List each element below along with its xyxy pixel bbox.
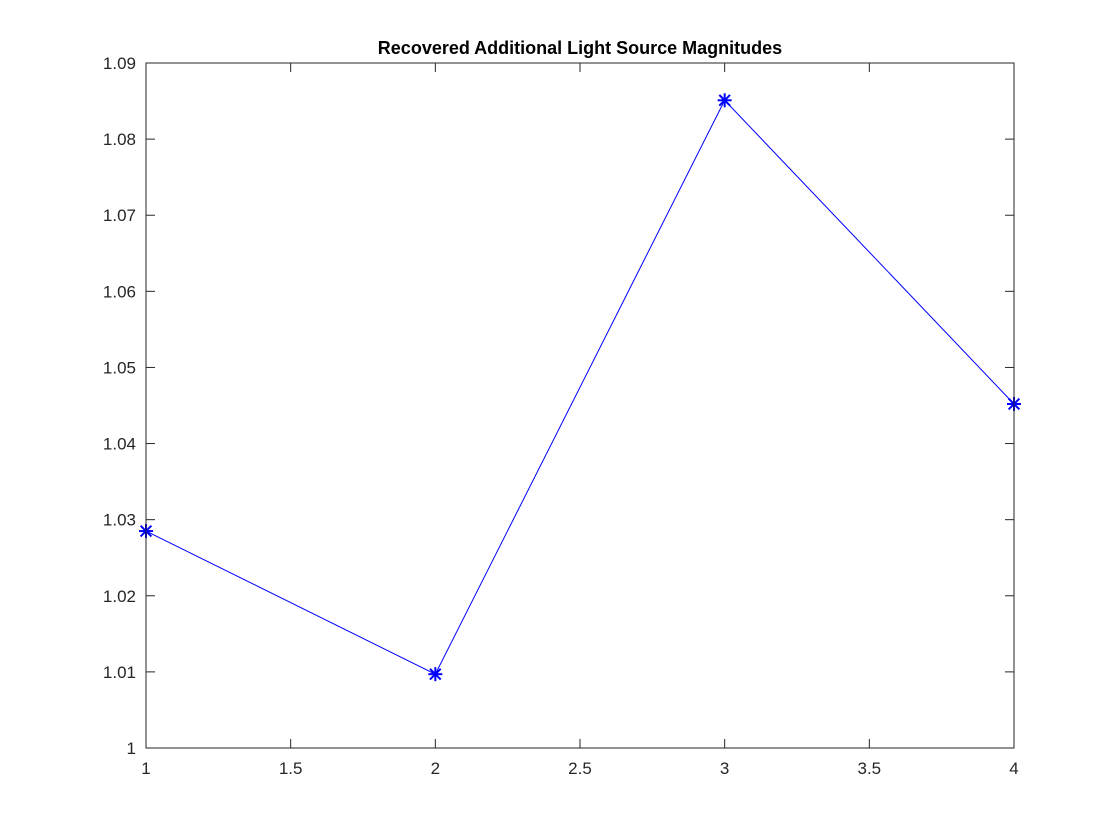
- x-tick-label: 1: [141, 759, 150, 778]
- x-tick-label: 2: [431, 759, 440, 778]
- x-tick-label: 4: [1009, 759, 1018, 778]
- y-tick-label: 1.09: [103, 54, 136, 73]
- y-tick-label: 1.07: [103, 206, 136, 225]
- chart-title: Recovered Additional Light Source Magnit…: [378, 38, 782, 58]
- marker-stroke: [718, 94, 731, 107]
- y-tick-label: 1.03: [103, 511, 136, 530]
- y-tick-label: 1.04: [103, 435, 136, 454]
- data-point-marker: [717, 93, 732, 108]
- ticks-layer: 1 1.5 2 2.5 3 3.5 4 1 1.01 1.02 1.03 1.04 1.05 1.06 1.…: [103, 54, 1019, 778]
- y-tick-label: 1.05: [103, 358, 136, 377]
- series-line: [145, 99, 1015, 675]
- y-tick-label: 1.02: [103, 587, 136, 606]
- x-tick-label: 3.5: [858, 759, 882, 778]
- x-tick-label: 1.5: [279, 759, 303, 778]
- marker-stroke: [429, 668, 442, 681]
- y-tick-label: 1: [127, 739, 136, 758]
- y-tick-label: 1.01: [103, 663, 136, 682]
- y-tick-label: 1.08: [103, 130, 136, 149]
- data-point-marker: [428, 667, 443, 682]
- plot-area: [146, 63, 1014, 748]
- x-tick-label: 2.5: [568, 759, 592, 778]
- y-tick-label: 1.06: [103, 282, 136, 301]
- x-tick-label: 3: [720, 759, 729, 778]
- axes-box: [145, 62, 1015, 749]
